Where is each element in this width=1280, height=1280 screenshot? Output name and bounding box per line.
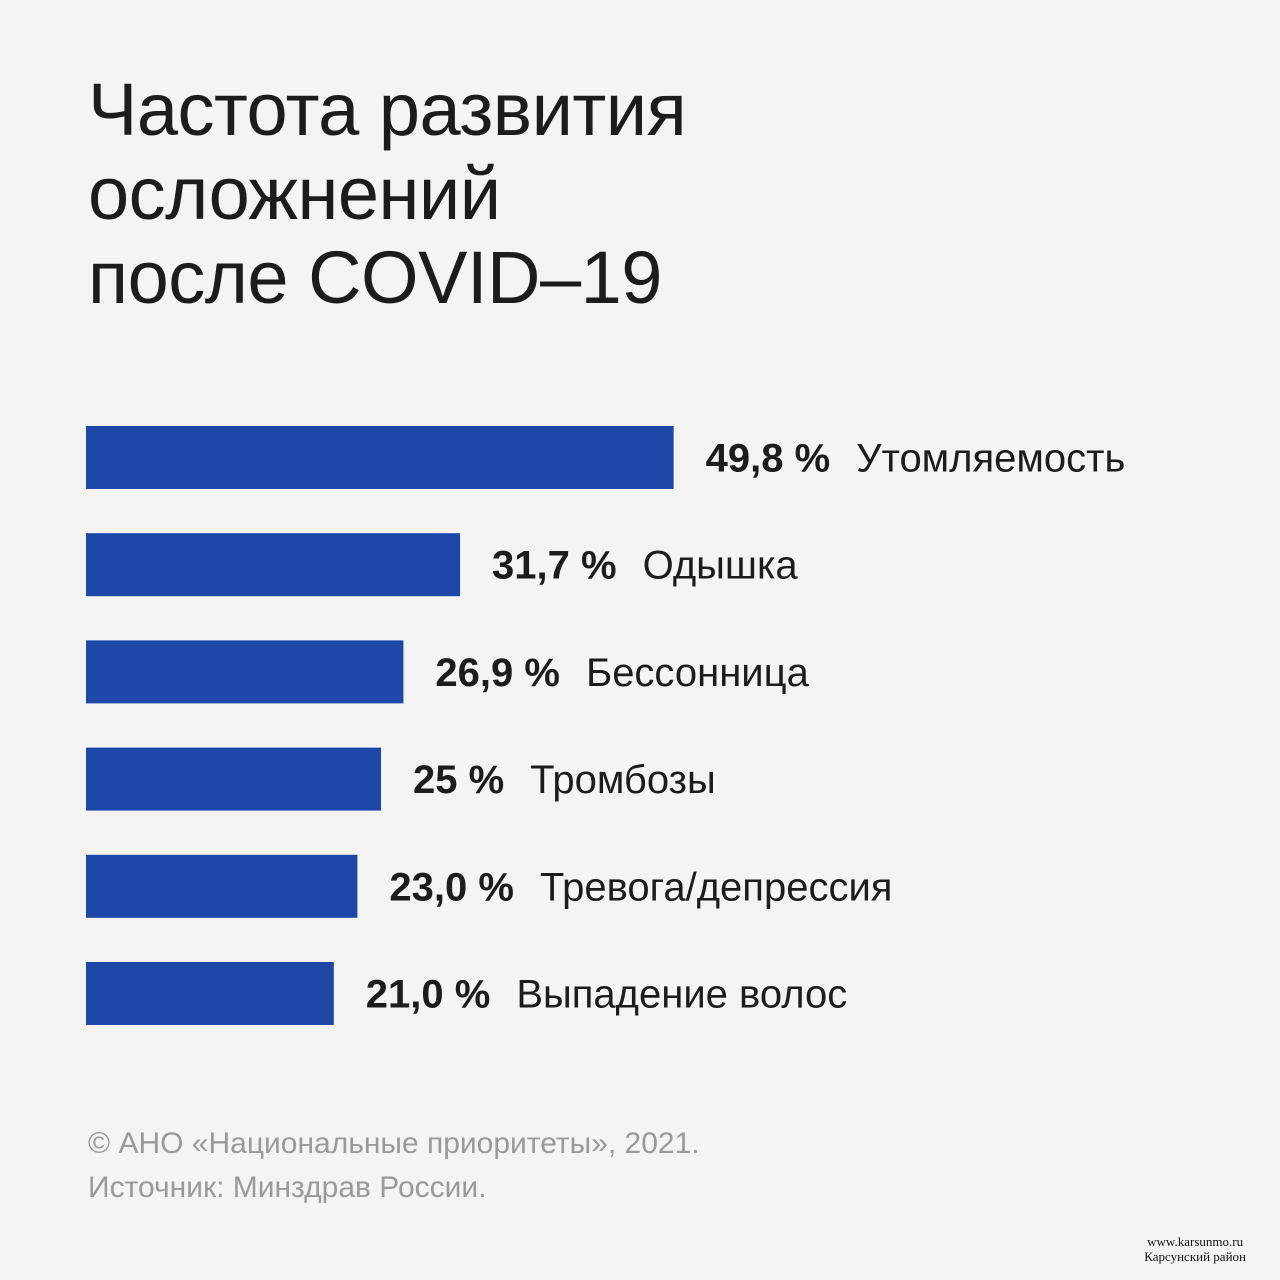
bar-value-label-1: 49,8 % <box>706 437 831 481</box>
bar-category-label-1: Утомляемость <box>856 437 1125 481</box>
bar-category-label-3: Бессонница <box>586 651 810 695</box>
bar-value-label-3: 26,9 % <box>435 651 560 695</box>
bar-value-label-2: 31,7 % <box>492 544 617 588</box>
bar-value-label-5: 23,0 % <box>389 865 514 909</box>
watermark-url: www.karsunmo.ru <box>1147 1234 1244 1249</box>
bar-category-label-5: Тревога/депрессия <box>540 865 893 909</box>
bar-value-label-4: 25 % <box>413 758 504 802</box>
watermark: www.karsunmo.ru Карсунский район <box>1144 1234 1246 1264</box>
source-note: Источник: Минздрав России. <box>88 1171 487 1204</box>
chart-footer: © АНО «Национальные приоритеты», 2021. И… <box>88 1122 700 1210</box>
chart-title-line-1: Частота развития <box>88 68 687 151</box>
chart-title-line-3: после COVID–19 <box>88 236 662 319</box>
bar-annotation-1: 49,8 % Утомляемость <box>706 437 1126 481</box>
copyright-note: © АНО «Национальные приоритеты», 2021. <box>88 1127 700 1160</box>
bar-category-label-2: Одышка <box>643 544 799 588</box>
bar-3 <box>86 640 404 704</box>
bar-5 <box>86 854 358 918</box>
bar-2 <box>86 533 461 597</box>
bar-4 <box>86 747 381 811</box>
bar-annotation-2: 31,7 % Одышка <box>492 544 798 588</box>
bar-1 <box>86 426 674 489</box>
bar-value-label-6: 21,0 % <box>366 973 491 1017</box>
chart-title-line-2: осложнений <box>88 152 501 235</box>
bar-category-label-6: Выпадение волос <box>516 973 847 1017</box>
bar-6 <box>86 962 334 1025</box>
watermark-region: Карсунский район <box>1144 1249 1246 1264</box>
bar-category-label-4: Тромбозы <box>530 758 716 802</box>
bar-annotation-6: 21,0 % Выпадение волос <box>366 973 847 1017</box>
bar-annotation-3: 26,9 % Бессонница <box>435 651 809 695</box>
bar-annotation-5: 23,0 % Тревога/депрессия <box>389 865 892 909</box>
chart-title: Частота развития осложнений после COVID–… <box>88 68 687 320</box>
bar-annotation-4: 25 % Тромбозы <box>413 758 716 802</box>
